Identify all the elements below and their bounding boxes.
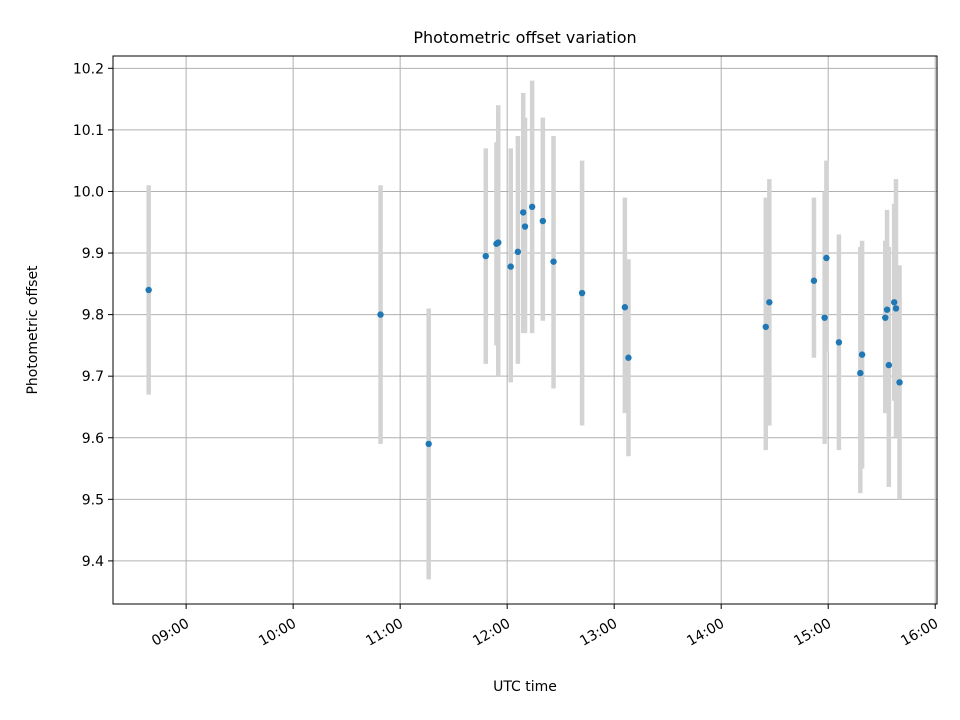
- data-point: [495, 239, 502, 246]
- data-point: [625, 354, 632, 361]
- x-axis-ticks: 09:00 10:00 11:00 12:00 13:00 14:00 15:00 16:00: [149, 604, 941, 650]
- y-tick-label: 10.2: [73, 61, 104, 77]
- y-tick-label: 10.1: [73, 123, 104, 139]
- x-tick-label: 16:00: [898, 616, 941, 650]
- y-tick-label: 9.9: [82, 246, 104, 262]
- data-point: [145, 286, 152, 294]
- chart-title: Photometric offset variation: [413, 28, 636, 47]
- y-axis-label: Photometric offset: [25, 265, 41, 395]
- data-point: [882, 314, 889, 321]
- data-point: [578, 289, 586, 297]
- data-point: [377, 311, 384, 318]
- y-tick-label: 9.6: [82, 431, 104, 447]
- y-tick-label: 10.0: [73, 184, 104, 200]
- x-tick-label: 12:00: [470, 616, 513, 650]
- y-tick-label: 9.4: [82, 554, 104, 570]
- data-point: [858, 351, 866, 358]
- data-point: [890, 299, 898, 306]
- x-tick-label: 10:00: [256, 616, 299, 650]
- x-tick-label: 14:00: [684, 616, 727, 650]
- x-tick-label: 13:00: [577, 616, 620, 650]
- data-point: [835, 339, 843, 346]
- data-point: [539, 217, 547, 225]
- data-point: [762, 323, 769, 331]
- data-points: [145, 203, 903, 448]
- x-axis-label: UTC time: [493, 679, 557, 695]
- plot-frame: [112, 55, 938, 605]
- data-point: [425, 440, 432, 448]
- data-point: [892, 305, 900, 312]
- data-point: [507, 263, 514, 270]
- data-point: [857, 369, 864, 377]
- x-tick-label: 09:00: [149, 616, 192, 650]
- data-point: [766, 299, 773, 306]
- error-bars: [146, 80, 902, 580]
- y-tick-label: 9.7: [82, 369, 104, 385]
- x-tick-label: 15:00: [791, 616, 834, 650]
- data-point: [810, 277, 818, 284]
- data-point: [482, 252, 489, 260]
- data-point: [821, 314, 828, 321]
- data-point: [521, 223, 529, 230]
- y-tick-label: 9.8: [82, 308, 104, 324]
- data-point: [621, 304, 629, 311]
- x-tick-label: 11:00: [363, 616, 406, 650]
- data-point: [896, 379, 903, 386]
- y-tick-label: 9.5: [82, 492, 104, 508]
- data-point: [520, 209, 527, 216]
- data-point: [528, 203, 536, 211]
- data-point: [514, 248, 522, 256]
- data-point: [823, 254, 830, 262]
- data-point: [550, 258, 557, 265]
- data-point: [885, 361, 893, 369]
- data-point: [883, 306, 891, 313]
- y-axis-ticks: 9.4 9.5 9.6 9.7 9.8 9.9 10.0 10.1 10.2: [73, 61, 113, 570]
